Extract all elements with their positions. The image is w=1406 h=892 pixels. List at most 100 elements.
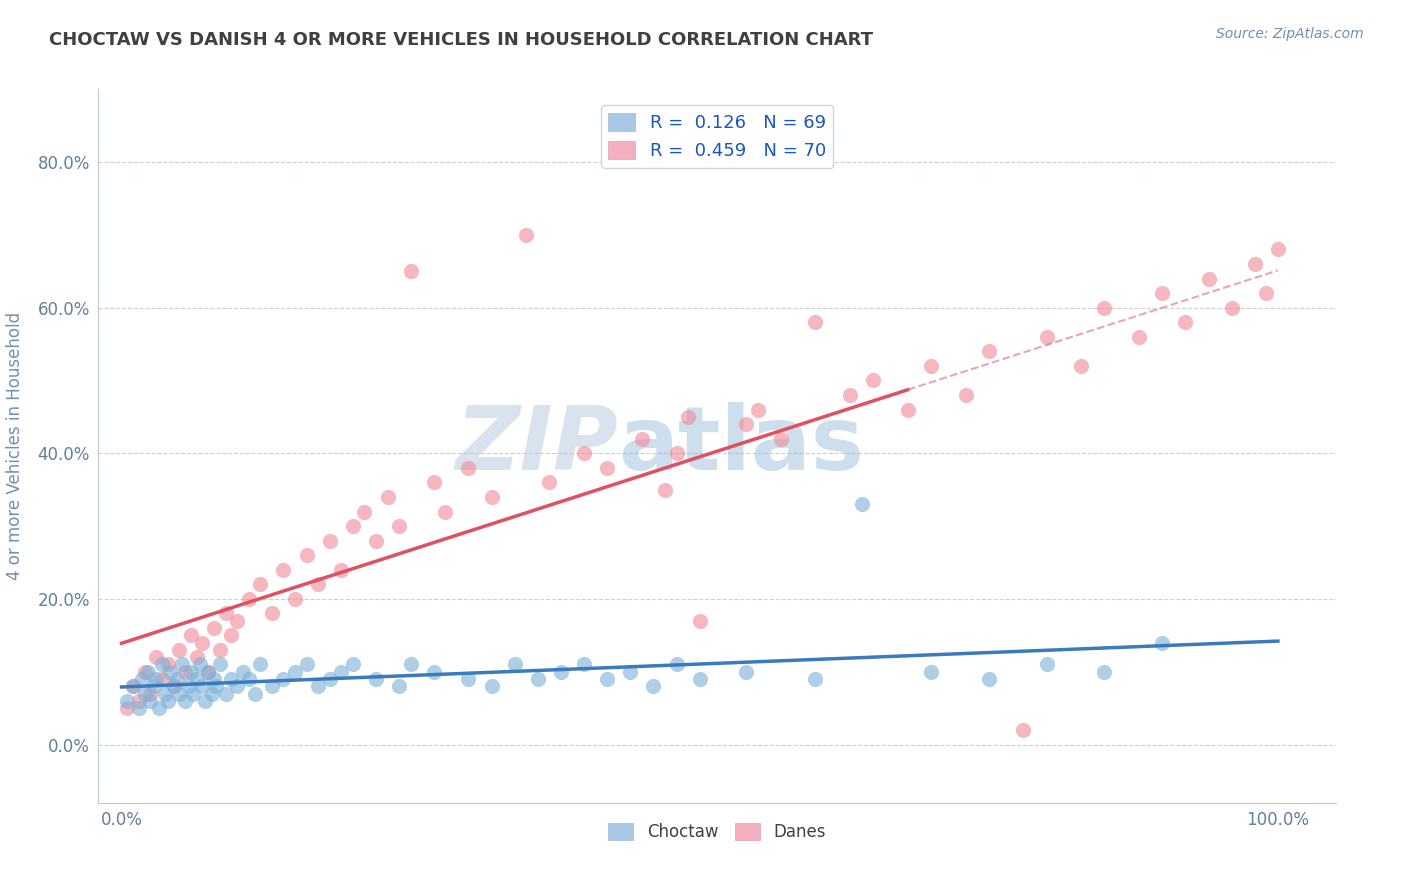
Point <box>284 591 307 606</box>
Point <box>249 577 271 591</box>
Point <box>977 672 1000 686</box>
Point <box>131 672 153 686</box>
Point <box>307 679 329 693</box>
Point <box>353 504 375 518</box>
Point <box>1243 257 1265 271</box>
Point <box>181 687 204 701</box>
Point <box>665 657 688 672</box>
Point <box>689 614 711 628</box>
Point <box>920 665 942 679</box>
Point <box>897 402 920 417</box>
Point <box>150 672 173 686</box>
Point <box>150 657 173 672</box>
Point <box>1267 243 1289 257</box>
Point <box>156 657 179 672</box>
Point <box>503 657 526 672</box>
Point <box>318 533 340 548</box>
Point <box>145 650 167 665</box>
Point <box>1012 723 1035 737</box>
Point <box>920 359 942 373</box>
Point <box>214 607 236 621</box>
Point <box>226 679 249 693</box>
Point <box>342 657 364 672</box>
Point <box>515 227 537 242</box>
Point <box>243 687 266 701</box>
Point <box>186 650 208 665</box>
Point <box>177 679 200 693</box>
Point <box>162 679 184 693</box>
Point <box>318 672 340 686</box>
Point <box>423 665 446 679</box>
Point <box>169 687 191 701</box>
Point <box>342 519 364 533</box>
Point <box>159 665 181 679</box>
Point <box>1198 271 1220 285</box>
Point <box>134 665 156 679</box>
Point <box>977 344 1000 359</box>
Point <box>155 687 177 701</box>
Point <box>260 679 283 693</box>
Point <box>197 665 219 679</box>
Point <box>170 657 193 672</box>
Point <box>226 614 249 628</box>
Point <box>273 672 295 686</box>
Point <box>665 446 688 460</box>
Point <box>1094 301 1116 315</box>
Point <box>1152 286 1174 301</box>
Point <box>169 643 191 657</box>
Point <box>180 628 202 642</box>
Point <box>330 665 353 679</box>
Point <box>619 665 641 679</box>
Point <box>156 694 179 708</box>
Point <box>117 694 139 708</box>
Point <box>307 577 329 591</box>
Point <box>769 432 792 446</box>
Point <box>166 672 188 686</box>
Point <box>201 687 224 701</box>
Point <box>139 694 162 708</box>
Legend: Choctaw, Danes: Choctaw, Danes <box>602 816 832 848</box>
Point <box>284 665 307 679</box>
Point <box>191 635 214 649</box>
Point <box>364 533 387 548</box>
Point <box>364 672 387 686</box>
Point <box>676 409 699 424</box>
Point <box>205 679 228 693</box>
Point <box>1128 330 1150 344</box>
Point <box>572 657 595 672</box>
Point <box>735 417 758 432</box>
Point <box>1220 301 1243 315</box>
Point <box>839 388 862 402</box>
Point <box>208 657 231 672</box>
Point <box>194 694 217 708</box>
Point <box>134 687 156 701</box>
Point <box>643 679 665 693</box>
Text: CHOCTAW VS DANISH 4 OR MORE VEHICLES IN HOUSEHOLD CORRELATION CHART: CHOCTAW VS DANISH 4 OR MORE VEHICLES IN … <box>49 31 873 49</box>
Point <box>804 315 827 329</box>
Text: ZIP: ZIP <box>456 402 619 490</box>
Point <box>188 657 211 672</box>
Point <box>249 657 271 672</box>
Point <box>654 483 676 497</box>
Point <box>399 264 422 278</box>
Point <box>955 388 977 402</box>
Point <box>388 679 411 693</box>
Point <box>162 679 184 693</box>
Point <box>377 490 399 504</box>
Point <box>457 672 479 686</box>
Point <box>481 490 503 504</box>
Point <box>174 694 197 708</box>
Point <box>191 679 214 693</box>
Point <box>128 694 150 708</box>
Point <box>238 672 260 686</box>
Point <box>1174 315 1197 329</box>
Point <box>128 701 150 715</box>
Point <box>1035 657 1057 672</box>
Point <box>142 679 165 693</box>
Point <box>232 665 254 679</box>
Point <box>145 672 167 686</box>
Point <box>117 701 139 715</box>
Point <box>148 701 170 715</box>
Point <box>851 497 873 511</box>
Point <box>208 643 231 657</box>
